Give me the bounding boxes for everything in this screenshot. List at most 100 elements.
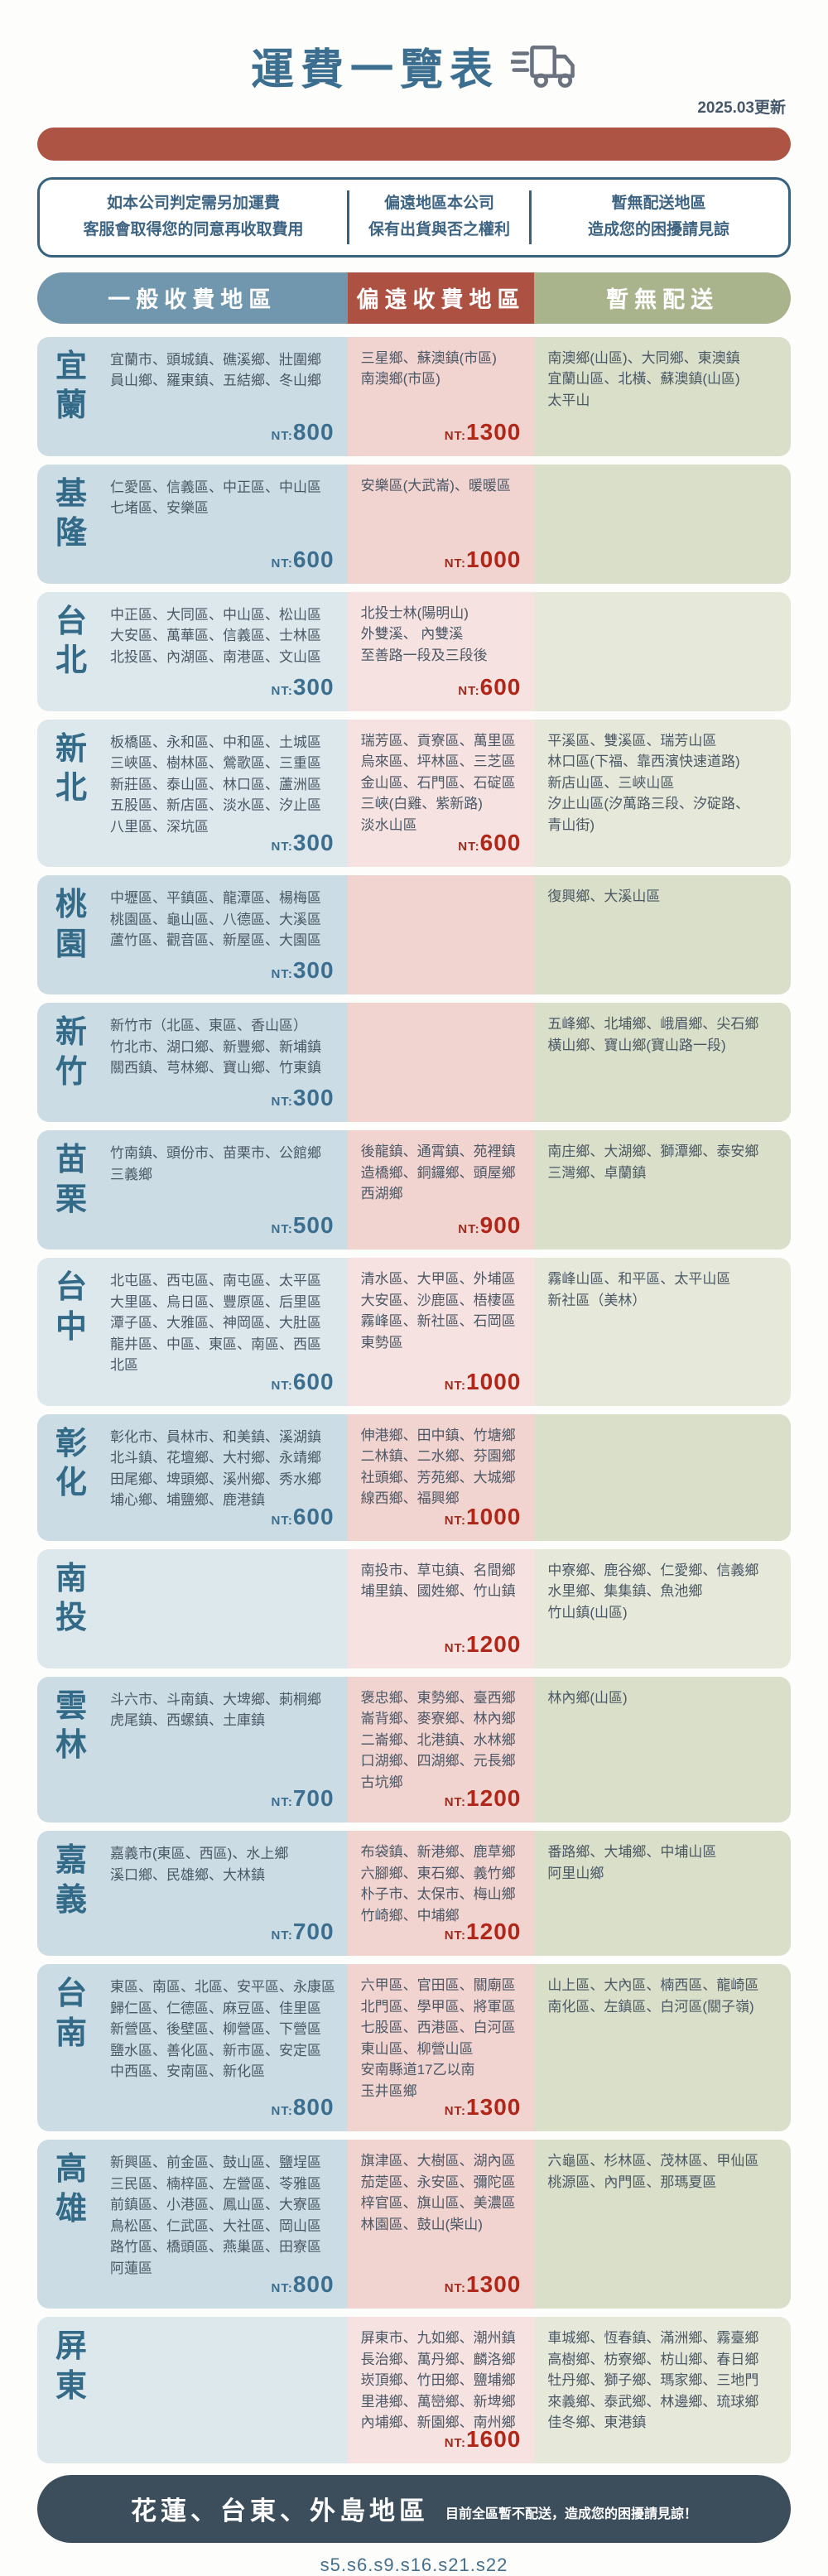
area-list <box>110 2328 336 2434</box>
area-line: 伸港鄉、田中鎮、竹塘鄉 <box>360 1427 516 1443</box>
area-line: 造橋鄉、銅鑼鄉、頭屋鄉 <box>360 1164 516 1181</box>
remote-cell: 三星鄉、蘇澳鎮(市區) 南澳鄉(市區) NT:1300 <box>347 336 535 456</box>
area-line: 里港鄉、萬巒鄉、新埤鄉 <box>360 2393 516 2410</box>
area-line: 中壢區、平鎮區、龍潭區、楊梅區 <box>110 890 321 907</box>
area-line: 路竹區、橋頭區、燕巢區、田寮區 <box>110 2239 321 2256</box>
region-label: 雲林 <box>55 1688 88 1764</box>
general-cell: 台南 東區、南區、北區、安平區、永康區 歸仁區、仁德區、麻豆區、佳里區 新營區、後壁區… <box>37 1964 348 2132</box>
currency-prefix: NT: <box>271 2281 293 2296</box>
area-line: 北門區、學甲區、將軍區 <box>360 1998 516 2015</box>
area-line: 北屯區、西屯區、南屯區、太平區 <box>110 1273 321 1289</box>
notice-line: 造成您的困擾請見諒 <box>587 221 729 239</box>
area-line: 霧峰區、新社區、石岡區 <box>360 1313 516 1330</box>
currency-prefix: NT: <box>271 967 293 982</box>
area-line: 瑞芳區、貢寮區、萬里區 <box>360 732 516 749</box>
currency-prefix: NT: <box>271 556 293 571</box>
area-line: 竹崎鄉、中埔鄉 <box>360 1907 460 1924</box>
truck-icon <box>511 45 575 88</box>
area-line: 新營區、後壁區、柳營區、下營區 <box>110 2021 321 2038</box>
remote-price: NT:600 <box>458 826 521 860</box>
nodelivery-cell: 六龜區、杉林區、茂林區、甲仙區 桃源區、內門區、那瑪夏區 <box>534 2140 791 2309</box>
price-value: 1300 <box>466 418 522 445</box>
price-value: 300 <box>292 673 335 700</box>
notice-line: 如本公司判定需另加運費 <box>106 195 280 212</box>
area-line: 口湖鄉、四湖鄉、元長鄉 <box>360 1753 516 1769</box>
area-line: 茄萣區、永安區、彌陀區 <box>360 2174 516 2190</box>
price-value: 1000 <box>466 1503 522 1529</box>
area-line: 埔里鎮、國姓鄉、竹山鎮 <box>360 1583 516 1600</box>
region-row: 宜蘭 宜蘭市、頭城鎮、礁溪鄉、壯圍鄉 員山鄉、羅東鎮、五結鄉、冬山鄉 NT:800 三星… <box>37 336 791 456</box>
remote-price: NT:1000 <box>445 1500 522 1534</box>
column-headers: 一般收費地區 偏遠收費地區 暫無配送 <box>37 272 791 324</box>
currency-prefix: NT: <box>271 1928 293 1943</box>
region-label: 新竹 <box>55 1015 88 1090</box>
price-value: 1300 <box>466 2271 522 2298</box>
area-line: 歸仁區、仁德區、麻豆區、佳里區 <box>110 2000 321 2016</box>
price-value: 500 <box>292 1212 335 1239</box>
area-line: 東山區、柳營山區 <box>360 2040 474 2057</box>
area-line: 新社區（美林） <box>547 1292 647 1308</box>
area-line: 龍井區、中區、東區、南區、西區 <box>110 1336 321 1352</box>
currency-prefix: NT: <box>444 2281 467 2296</box>
area-line: 田尾鄉、埤頭鄉、溪州鄉、秀水鄉 <box>110 1471 321 1487</box>
area-line: 淡水山區 <box>360 816 417 833</box>
notice-line: 客服會取得您的同意再收取費用 <box>83 221 304 239</box>
notice-line: 偏遠地區本公司 <box>383 195 494 212</box>
area-line: 屏東市、九如鄉、潮州鎮 <box>360 2330 516 2347</box>
remote-cell: 後龍鎮、通霄鎮、苑裡鎮 造橋鄉、銅鑼鄉、頭屋鄉 西湖鄉 NT:900 <box>347 1130 535 1250</box>
area-line: 二林鎮、二水鄉、芬園鄉 <box>360 1448 516 1465</box>
area-line: 南投市、草屯鎮、名間鄉 <box>360 1562 516 1578</box>
currency-prefix: NT: <box>458 1222 480 1237</box>
remote-price: NT:600 <box>458 670 521 705</box>
region-label: 南投 <box>55 1561 88 1636</box>
area-line: 七股區、西港區、白河區 <box>360 2020 516 2036</box>
general-cell: 嘉義 嘉義市(東區、西區)、水上鄉 溪口鄉、民雄鄉、大林鎮 NT:700 <box>37 1831 348 1957</box>
column-header-remote: 偏遠收費地區 <box>347 272 535 324</box>
region-label: 新北 <box>55 731 88 807</box>
remote-cell: 北投士林(陽明山) 外雙溪、 內雙溪 至善路一段及三段後 NT:600 <box>347 591 535 711</box>
remote-cell <box>347 1003 535 1123</box>
area-line: 清水區、大甲區、外埔區 <box>360 1271 516 1288</box>
area-line: 佳冬鄉、東港鎮 <box>547 2415 647 2431</box>
region-row: 屏東 屏東市、九如鄉、潮州鎮 長治鄉、萬丹鄉、麟洛鄉 崁頂鄉、竹田鄉、鹽埔鄉 里港鄉、萬… <box>37 2317 791 2463</box>
area-list: 嘉義市(東區、西區)、水上鄉 溪口鄉、民雄鄉、大林鎮 <box>110 1842 336 1926</box>
area-line: 桃源區、內門區、那瑪夏區 <box>547 2174 717 2190</box>
general-price: NT:800 <box>272 2090 335 2125</box>
general-cell: 台中 北屯區、西屯區、南屯區、太平區 大里區、烏日區、豐原區、后里區 潭子區、大雅區、… <box>37 1258 348 1406</box>
remote-price: NT:1300 <box>445 2090 522 2125</box>
footer-note: 目前全區暫不配送，造成您的困擾請見諒！ <box>445 2506 697 2521</box>
area-line: 斗六市、斗南鎮、大埤鄉、莿桐鄉 <box>110 1691 321 1707</box>
remote-cell: 旗津區、大樹區、湖內區 茄萣區、永安區、彌陀區 梓官區、旗山區、美濃區 林園區、鼓山(… <box>347 2140 535 2309</box>
region-label: 桃園 <box>55 888 88 962</box>
general-price: NT:300 <box>272 953 335 988</box>
area-line: 霧峰山區、和平區、太平山區 <box>547 1271 731 1288</box>
currency-prefix: NT: <box>271 1378 293 1393</box>
price-value: 1300 <box>466 2094 522 2121</box>
area-line: 七堵區、安樂區 <box>110 500 209 517</box>
price-value: 1000 <box>466 546 522 572</box>
page-title: 運費一覽表 <box>250 46 499 94</box>
area-list: 斗六市、斗南鎮、大埤鄉、莿桐鄉 虎尾鎮、西螺鎮、土庫鎮 <box>110 1688 336 1794</box>
area-line: 五股區、新店區、淡水區、汐止區 <box>110 797 321 814</box>
area-list: 北屯區、西屯區、南屯區、太平區 大里區、烏日區、豐原區、后里區 潭子區、大雅區、神岡… <box>110 1269 336 1376</box>
region-row: 台南 東區、南區、北區、安平區、永康區 歸仁區、仁德區、麻豆區、佳里區 新營區、後壁區… <box>37 1964 791 2132</box>
area-list: 板橋區、永和區、中和區、土城區 三峽區、樹林區、鶯歌區、三重區 新莊區、泰山區、林口… <box>110 730 336 838</box>
area-line: 大安區、沙鹿區、梧棲區 <box>360 1292 516 1308</box>
area-line: 六龜區、杉林區、茂林區、甲仙區 <box>547 2153 759 2169</box>
nodelivery-cell: 復興鄉、大溪山區 <box>534 875 791 995</box>
region-label: 屏東 <box>55 2329 88 2404</box>
notice-remote-right: 偏遠地區本公司 保有出貨與否之權利 <box>347 190 529 244</box>
remote-price: NT:1200 <box>445 1627 522 1662</box>
price-value: 600 <box>292 546 335 572</box>
area-line: 大里區、烏日區、豐原區、后里區 <box>110 1293 321 1310</box>
area-line: 東區、南區、北區、安平區、永康區 <box>110 1979 335 1996</box>
region-row: 桃園 中壢區、平鎮區、龍潭區、楊梅區 桃園區、龜山區、八德區、大溪區 蘆竹區、觀音區、… <box>37 875 791 995</box>
nodelivery-cell: 車城鄉、恆春鎮、滿洲鄉、霧臺鄉 高樹鄉、枋寮鄉、枋山鄉、春日鄉 牡丹鄉、獅子鄉、瑪家… <box>534 2317 791 2463</box>
currency-prefix: NT: <box>271 840 293 855</box>
price-value: 600 <box>479 830 522 856</box>
price-value: 1000 <box>466 1368 522 1394</box>
region-row: 南投 南投市、草屯鎮、名間鄉 埔里鎮、國姓鄉、竹山鎮 NT:1200 中寮鄉、鹿谷鄉、仁… <box>37 1548 791 1668</box>
area-line: 三星鄉、蘇澳鎮(市區) <box>360 349 497 366</box>
area-line: 橫山鄉、寶山鄉(寶山路一段) <box>547 1037 726 1053</box>
